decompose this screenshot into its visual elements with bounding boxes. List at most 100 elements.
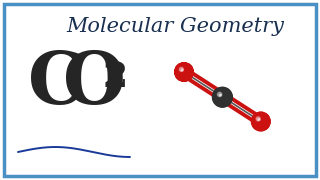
Circle shape <box>252 113 270 130</box>
Circle shape <box>176 64 192 80</box>
Circle shape <box>214 89 231 105</box>
Circle shape <box>182 70 186 74</box>
Circle shape <box>255 116 267 127</box>
Circle shape <box>176 64 192 80</box>
Circle shape <box>256 117 260 121</box>
Circle shape <box>260 120 262 123</box>
Circle shape <box>179 67 189 77</box>
Circle shape <box>175 63 193 81</box>
Circle shape <box>183 71 185 73</box>
Circle shape <box>252 113 269 130</box>
Circle shape <box>181 69 187 75</box>
Circle shape <box>255 115 267 128</box>
Circle shape <box>178 66 190 78</box>
Circle shape <box>260 121 261 122</box>
Circle shape <box>213 88 232 107</box>
Circle shape <box>253 114 268 129</box>
Circle shape <box>218 93 227 101</box>
Circle shape <box>181 69 187 75</box>
Circle shape <box>218 92 227 102</box>
Text: 2: 2 <box>103 60 128 94</box>
Circle shape <box>180 69 188 76</box>
Circle shape <box>259 119 263 124</box>
Circle shape <box>253 114 268 129</box>
Circle shape <box>221 96 224 98</box>
Circle shape <box>259 119 263 124</box>
Circle shape <box>219 93 226 101</box>
Circle shape <box>214 89 230 105</box>
Circle shape <box>260 121 261 122</box>
Circle shape <box>255 116 266 127</box>
Circle shape <box>217 92 228 103</box>
Text: O: O <box>63 48 126 119</box>
Circle shape <box>180 68 188 76</box>
Circle shape <box>258 119 263 124</box>
Circle shape <box>183 71 185 73</box>
Circle shape <box>216 91 229 104</box>
Circle shape <box>179 67 189 77</box>
Circle shape <box>212 87 232 107</box>
Circle shape <box>254 115 268 128</box>
Circle shape <box>257 117 265 126</box>
Circle shape <box>252 112 270 131</box>
Circle shape <box>213 88 231 106</box>
Circle shape <box>175 63 193 81</box>
Circle shape <box>178 66 190 78</box>
Circle shape <box>254 115 267 128</box>
Circle shape <box>177 65 191 79</box>
Circle shape <box>180 68 188 76</box>
Circle shape <box>256 117 266 126</box>
Circle shape <box>179 67 189 77</box>
Circle shape <box>179 67 183 71</box>
Circle shape <box>182 70 186 74</box>
Circle shape <box>215 90 229 104</box>
Circle shape <box>216 91 228 103</box>
Circle shape <box>181 69 187 75</box>
Circle shape <box>221 95 224 99</box>
Circle shape <box>176 64 192 80</box>
Circle shape <box>258 119 264 124</box>
Circle shape <box>215 89 230 105</box>
Circle shape <box>213 87 232 107</box>
Circle shape <box>220 95 225 100</box>
Text: C: C <box>28 48 85 119</box>
Circle shape <box>257 118 264 125</box>
Circle shape <box>214 89 231 106</box>
Circle shape <box>258 118 264 125</box>
Circle shape <box>182 70 186 74</box>
Circle shape <box>177 65 191 79</box>
Circle shape <box>182 70 186 74</box>
Circle shape <box>221 96 223 98</box>
Circle shape <box>220 95 224 99</box>
Circle shape <box>183 71 185 73</box>
Circle shape <box>260 120 262 123</box>
Circle shape <box>253 114 268 129</box>
Circle shape <box>178 66 190 78</box>
Circle shape <box>222 96 223 98</box>
Circle shape <box>183 71 185 73</box>
Circle shape <box>177 64 191 80</box>
Text: Molecular Geometry: Molecular Geometry <box>66 17 284 36</box>
Circle shape <box>218 93 227 102</box>
Circle shape <box>213 88 232 106</box>
Circle shape <box>222 97 223 98</box>
Circle shape <box>175 63 193 81</box>
Circle shape <box>216 91 229 104</box>
Circle shape <box>180 68 188 76</box>
Circle shape <box>252 113 269 130</box>
Circle shape <box>257 118 265 125</box>
Circle shape <box>219 94 226 100</box>
Circle shape <box>218 93 227 102</box>
Circle shape <box>258 118 260 120</box>
Circle shape <box>254 115 267 128</box>
Circle shape <box>256 117 266 126</box>
Circle shape <box>255 116 267 127</box>
Circle shape <box>260 121 261 122</box>
Circle shape <box>181 69 183 71</box>
Circle shape <box>220 94 225 100</box>
Circle shape <box>176 64 192 80</box>
Circle shape <box>219 93 226 101</box>
Circle shape <box>219 94 221 96</box>
Circle shape <box>253 114 269 129</box>
Circle shape <box>258 118 264 125</box>
